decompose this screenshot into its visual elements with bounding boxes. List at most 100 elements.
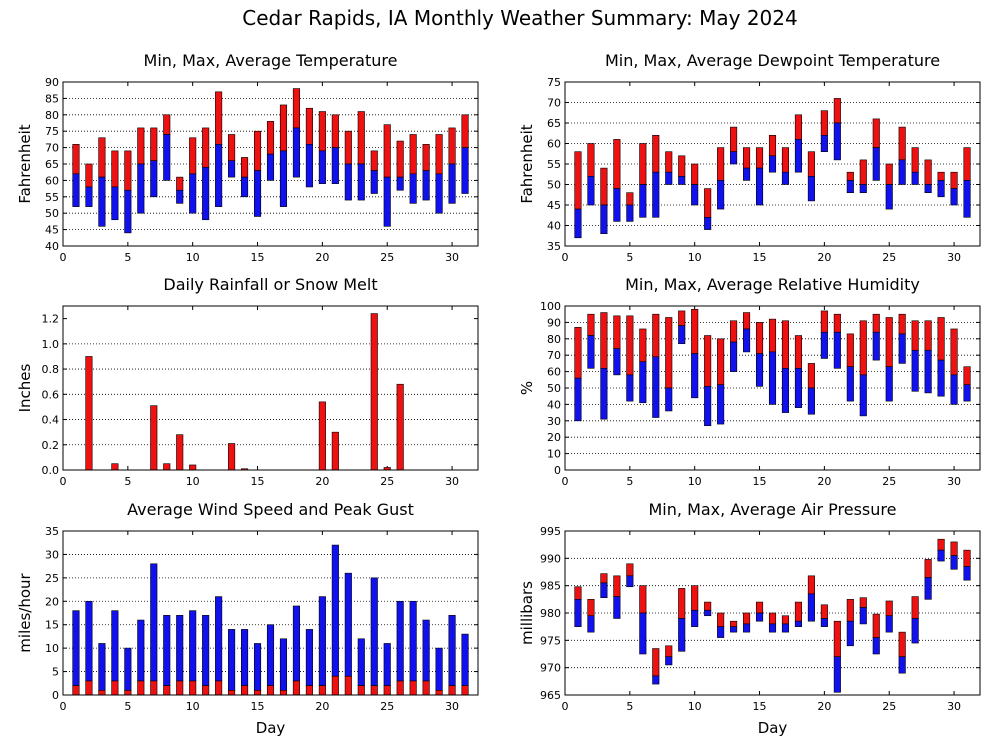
y-tick-label: 20 [547, 431, 561, 444]
bar-avg-to-min [241, 176, 249, 198]
bar-max-to-avg [665, 317, 673, 389]
bar-avg-to-min [613, 348, 621, 376]
bar-max-to-avg [743, 612, 751, 625]
bar-avg-to-min [743, 328, 751, 353]
bar-max-to-avg [704, 335, 712, 387]
y-tick-label: 100 [540, 300, 561, 313]
y-tick-label: 0.2 [42, 439, 60, 452]
bar-max-to-avg [730, 320, 738, 343]
bar-max-to-avg [794, 114, 802, 140]
bar-max-to-avg [600, 573, 608, 584]
bar-avg-to-min [587, 335, 595, 369]
bar-max-to-avg [937, 317, 945, 361]
bar-avg-to-min [885, 615, 893, 633]
bar-avg-to-min [872, 147, 880, 181]
y-tick-label: 25 [45, 572, 59, 585]
bar-max-to-avg [383, 124, 391, 178]
bar-average-wind [279, 690, 288, 696]
bar-max-to-avg [743, 147, 751, 169]
plot-frame [564, 530, 981, 696]
bar-max-to-avg [846, 599, 854, 622]
bar-avg-to-min [587, 176, 595, 206]
bar-max-to-avg [833, 98, 841, 124]
bar-max-to-avg [924, 159, 932, 185]
bar-average-wind [189, 680, 197, 696]
x-tick-label: 30 [947, 475, 961, 488]
bar-avg-to-min [215, 144, 223, 207]
bar-avg-to-min [794, 368, 802, 408]
bar-average-wind [383, 685, 391, 696]
plot-frame [564, 305, 981, 471]
bar-avg-to-min [292, 127, 300, 178]
bar-avg-to-min [422, 170, 430, 201]
bar-max-to-avg [859, 597, 867, 608]
bar-avg-to-min [743, 623, 751, 633]
y-tick-label: 85 [45, 92, 59, 105]
bar-max-to-avg [150, 127, 158, 162]
bar-avg-to-min [613, 596, 621, 619]
bar-peak-gust [137, 619, 145, 682]
bar-max-to-avg [755, 147, 764, 169]
x-tick-label: 10 [186, 251, 200, 264]
bar-max-to-avg [755, 322, 764, 354]
y-tick-label: 35 [45, 525, 59, 538]
y-axis-label: Inches [16, 363, 34, 412]
bar-max-to-avg [691, 163, 699, 185]
bar-avg-to-min [963, 180, 971, 218]
bar-max-to-avg [885, 600, 893, 617]
bar-max-to-avg [717, 612, 725, 627]
bar-max-to-avg [613, 575, 621, 597]
x-tick-label: 0 [562, 251, 569, 264]
bar-avg-to-min [781, 368, 790, 413]
bar-avg-to-min [600, 204, 608, 235]
bar-avg-to-min [704, 609, 712, 617]
bar-rainfall [318, 401, 326, 471]
bar-avg-to-min [820, 135, 828, 153]
bar-avg-to-min [665, 387, 673, 412]
x-tick-label: 30 [445, 475, 459, 488]
bar-max-to-avg [950, 541, 958, 556]
bar-peak-gust [422, 619, 430, 682]
y-tick-label: 20 [45, 595, 59, 608]
bar-peak-gust [318, 596, 326, 686]
x-axis-label: Day [256, 719, 286, 737]
bar-max-to-avg [924, 320, 932, 351]
bar-avg-to-min [768, 351, 777, 405]
bar-max-to-avg [370, 150, 378, 171]
bar-max-to-avg [253, 130, 262, 171]
bar-avg-to-min [730, 341, 738, 372]
bar-rainfall [331, 431, 339, 471]
x-tick-label: 20 [817, 475, 831, 488]
y-tick-label: 55 [45, 191, 59, 204]
bar-average-wind [318, 685, 326, 696]
y-tick-label: 75 [547, 76, 561, 89]
bar-avg-to-min [924, 184, 932, 193]
bar-max-to-avg [665, 151, 673, 173]
bar-avg-to-min [924, 577, 932, 600]
bar-avg-to-min [924, 349, 932, 394]
bar-avg-to-min [383, 176, 391, 227]
bar-rainfall [176, 434, 184, 471]
y-tick-label: 980 [540, 607, 561, 620]
x-tick-label: 25 [380, 700, 394, 713]
bar-avg-to-min [665, 171, 673, 185]
bar-avg-to-min [963, 566, 971, 581]
bar-avg-to-min [435, 173, 443, 214]
bar-avg-to-min [950, 188, 958, 206]
y-tick-label: 0.0 [42, 464, 60, 477]
bar-peak-gust [241, 629, 249, 686]
bar-max-to-avg [911, 320, 919, 351]
bar-max-to-avg [98, 137, 106, 178]
bar-max-to-avg [743, 312, 751, 330]
bar-max-to-avg [626, 315, 634, 376]
bar-avg-to-min [743, 167, 751, 181]
x-tick-label: 10 [688, 700, 702, 713]
bar-avg-to-min [111, 186, 119, 221]
bar-avg-to-min [253, 170, 262, 217]
bar-avg-to-min [950, 374, 958, 405]
bar-peak-gust [461, 633, 469, 686]
bar-max-to-avg [807, 575, 815, 595]
bar-avg-to-min [600, 582, 608, 598]
bar-max-to-avg [950, 328, 958, 376]
bar-avg-to-min [704, 217, 712, 230]
